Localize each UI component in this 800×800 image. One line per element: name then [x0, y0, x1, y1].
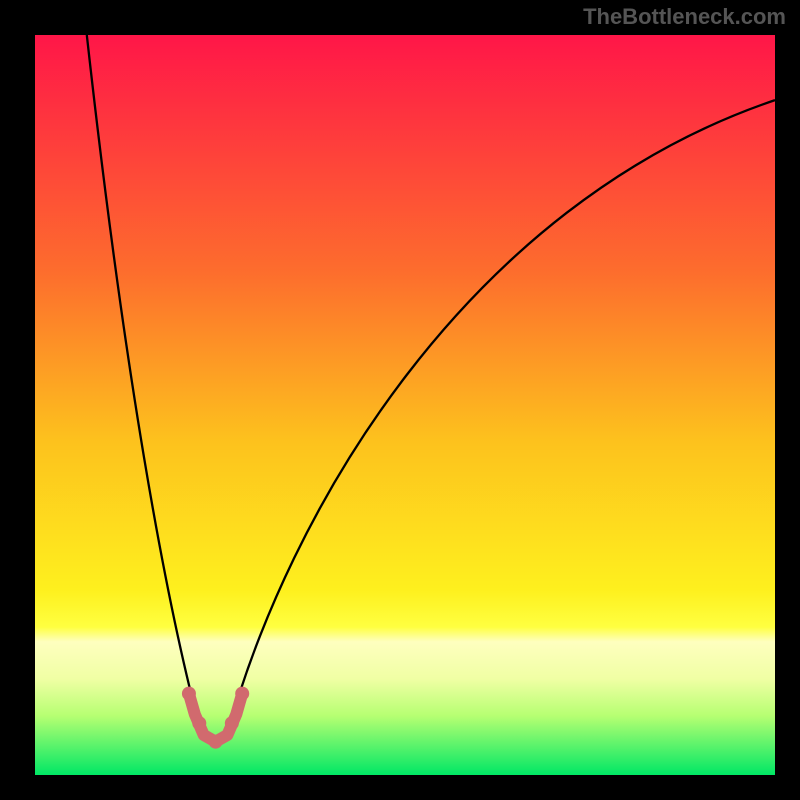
dip-dot: [225, 716, 239, 730]
watermark-text: TheBottleneck.com: [583, 4, 786, 30]
dip-dot: [209, 735, 223, 749]
gradient-background: [35, 35, 775, 775]
dip-dot: [235, 687, 249, 701]
dip-dot: [182, 687, 196, 701]
chart-frame: TheBottleneck.com: [0, 0, 800, 800]
bottleneck-chart: [35, 35, 775, 775]
dip-dot: [192, 716, 206, 730]
